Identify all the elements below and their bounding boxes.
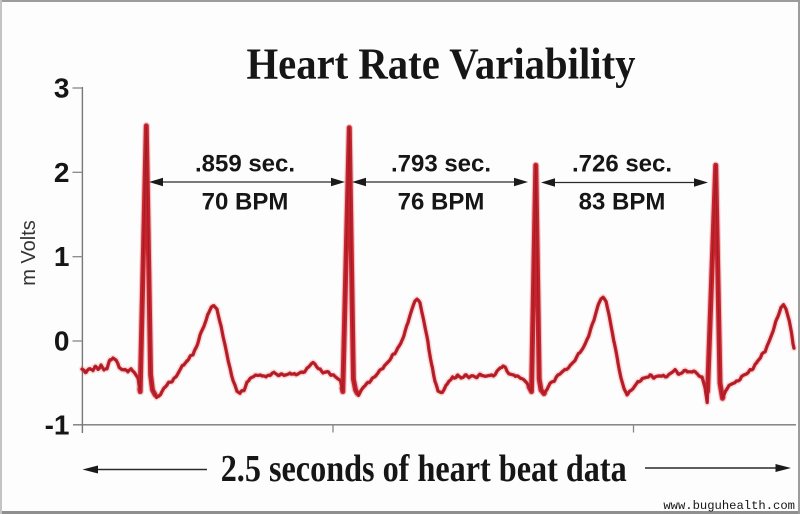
svg-text:.726 sec.: .726 sec. (572, 151, 672, 178)
svg-text:2: 2 (54, 157, 70, 188)
svg-text:0: 0 (54, 326, 70, 357)
svg-text:-1: -1 (45, 410, 70, 441)
svg-text:83 BPM: 83 BPM (579, 189, 666, 216)
svg-text:m Volts: m Volts (18, 220, 40, 286)
svg-text:1: 1 (54, 241, 70, 272)
svg-text:70 BPM: 70 BPM (202, 189, 289, 216)
svg-text:Heart Rate Variability: Heart Rate Variability (247, 40, 636, 89)
svg-text:3: 3 (54, 73, 70, 104)
svg-text:www.buguhealth.com: www.buguhealth.com (663, 499, 795, 513)
svg-text:.859 sec.: .859 sec. (195, 151, 295, 178)
svg-text:2.5 seconds of heart beat data: 2.5 seconds of heart beat data (221, 448, 627, 490)
svg-text:76 BPM: 76 BPM (398, 189, 485, 216)
svg-text:.793 sec.: .793 sec. (391, 151, 491, 178)
